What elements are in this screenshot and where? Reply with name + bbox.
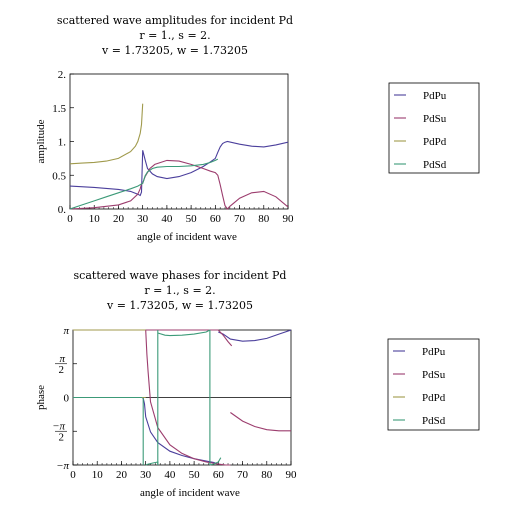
x-axis-label: angle of incident wave [137, 231, 237, 243]
x-axis-label: angle of incident wave [140, 487, 240, 499]
y-tick-label-den: 2 [59, 431, 65, 443]
series-line-PdPu [218, 329, 291, 342]
x-tick-label: 70 [237, 469, 249, 481]
chart2-subtitle-1: r = 1., s = 2. [144, 284, 216, 297]
chart2-title: scattered wave phases for incident Pd [73, 269, 287, 282]
y-tick-label-den: 2 [59, 364, 65, 376]
chart-1: 0 10 20 30 40 50 60 70 80 90 0. 0.5 1. 1.5 2. angle of … [35, 69, 480, 243]
x-tick-label: 60 [210, 213, 222, 225]
x-tick-label: 40 [164, 469, 176, 481]
y-tick-label: 2. [58, 69, 67, 81]
series-line-PdPu [73, 396, 219, 465]
y-axis-label: phase [35, 385, 47, 410]
y-tick-label: 0. [58, 204, 67, 216]
series-line-PdSu [230, 412, 291, 432]
x-tick-label: 30 [140, 469, 152, 481]
series-line-PdSu [145, 329, 231, 466]
series-line-PdSd [209, 457, 222, 466]
legend-box [388, 82, 480, 174]
y-tick-label: 0.5 [52, 170, 66, 182]
x-tick-label: 10 [92, 469, 104, 481]
x-tick-label: 80 [258, 213, 270, 225]
series-line-PdSu [145, 329, 233, 347]
x-tick-label: 80 [261, 469, 273, 481]
legend-entry-PdPd: PdPd [422, 392, 446, 404]
plot-frame [69, 73, 289, 210]
series-line-PdSu [70, 159, 288, 210]
chart1-title: scattered wave amplitudes for incident P… [56, 14, 294, 27]
chart1-title-block: scattered wave amplitudes for incident P… [40, 13, 310, 58]
x-tick-label: 90 [286, 469, 298, 481]
series-line-PdSd [70, 158, 219, 210]
y-tick-label: −π [56, 460, 69, 472]
x-tick-label: 0 [70, 469, 76, 481]
legend-entry-PdSd: PdSd [423, 159, 447, 171]
y-tick-label: 0 [64, 393, 70, 405]
x-tick-label: 60 [213, 469, 225, 481]
series-line-PdSd [145, 461, 159, 466]
legend-entry-PdPu: PdPu [423, 90, 447, 102]
y-tick-label: π [59, 353, 65, 365]
x-tick-label: 70 [234, 213, 246, 225]
chart2-title-block: scattered wave phases for incident Pd r … [40, 268, 320, 313]
x-tick-label: 0 [67, 213, 73, 225]
legend-entry-PdSu: PdSu [422, 369, 446, 381]
y-tick-label: −π [52, 420, 65, 432]
y-tick-label: π [63, 325, 69, 337]
x-tick-label: 30 [137, 213, 149, 225]
legend-box [387, 338, 480, 431]
chart2-subtitle-2: v = 1.73205, w = 1.73205 [106, 299, 254, 312]
y-axis-label: amplitude [35, 119, 47, 163]
series-line-PdPd [70, 103, 144, 165]
x-tick-label: 50 [189, 469, 201, 481]
series-line-PdSd [157, 329, 211, 337]
chart1-subtitle-2: v = 1.73205, w = 1.73205 [101, 44, 249, 57]
x-tick-label: 20 [113, 213, 125, 225]
x-tick-label: 50 [186, 213, 198, 225]
chart1-subtitle-1: r = 1., s = 2. [139, 29, 211, 42]
x-tick-label: 20 [116, 469, 128, 481]
x-tick-label: 10 [89, 213, 101, 225]
y-tick-label: 1.5 [52, 103, 66, 115]
legend-entry-PdSu: PdSu [423, 113, 447, 125]
y-tick-label: 1. [58, 137, 67, 149]
legend-entry-PdSd: PdSd [422, 415, 446, 427]
x-tick-label: 90 [283, 213, 295, 225]
series-line-PdPu [70, 140, 288, 197]
legend-entry-PdPd: PdPd [423, 136, 447, 148]
x-tick-label: 40 [161, 213, 173, 225]
legend-entry-PdPu: PdPu [422, 346, 446, 358]
